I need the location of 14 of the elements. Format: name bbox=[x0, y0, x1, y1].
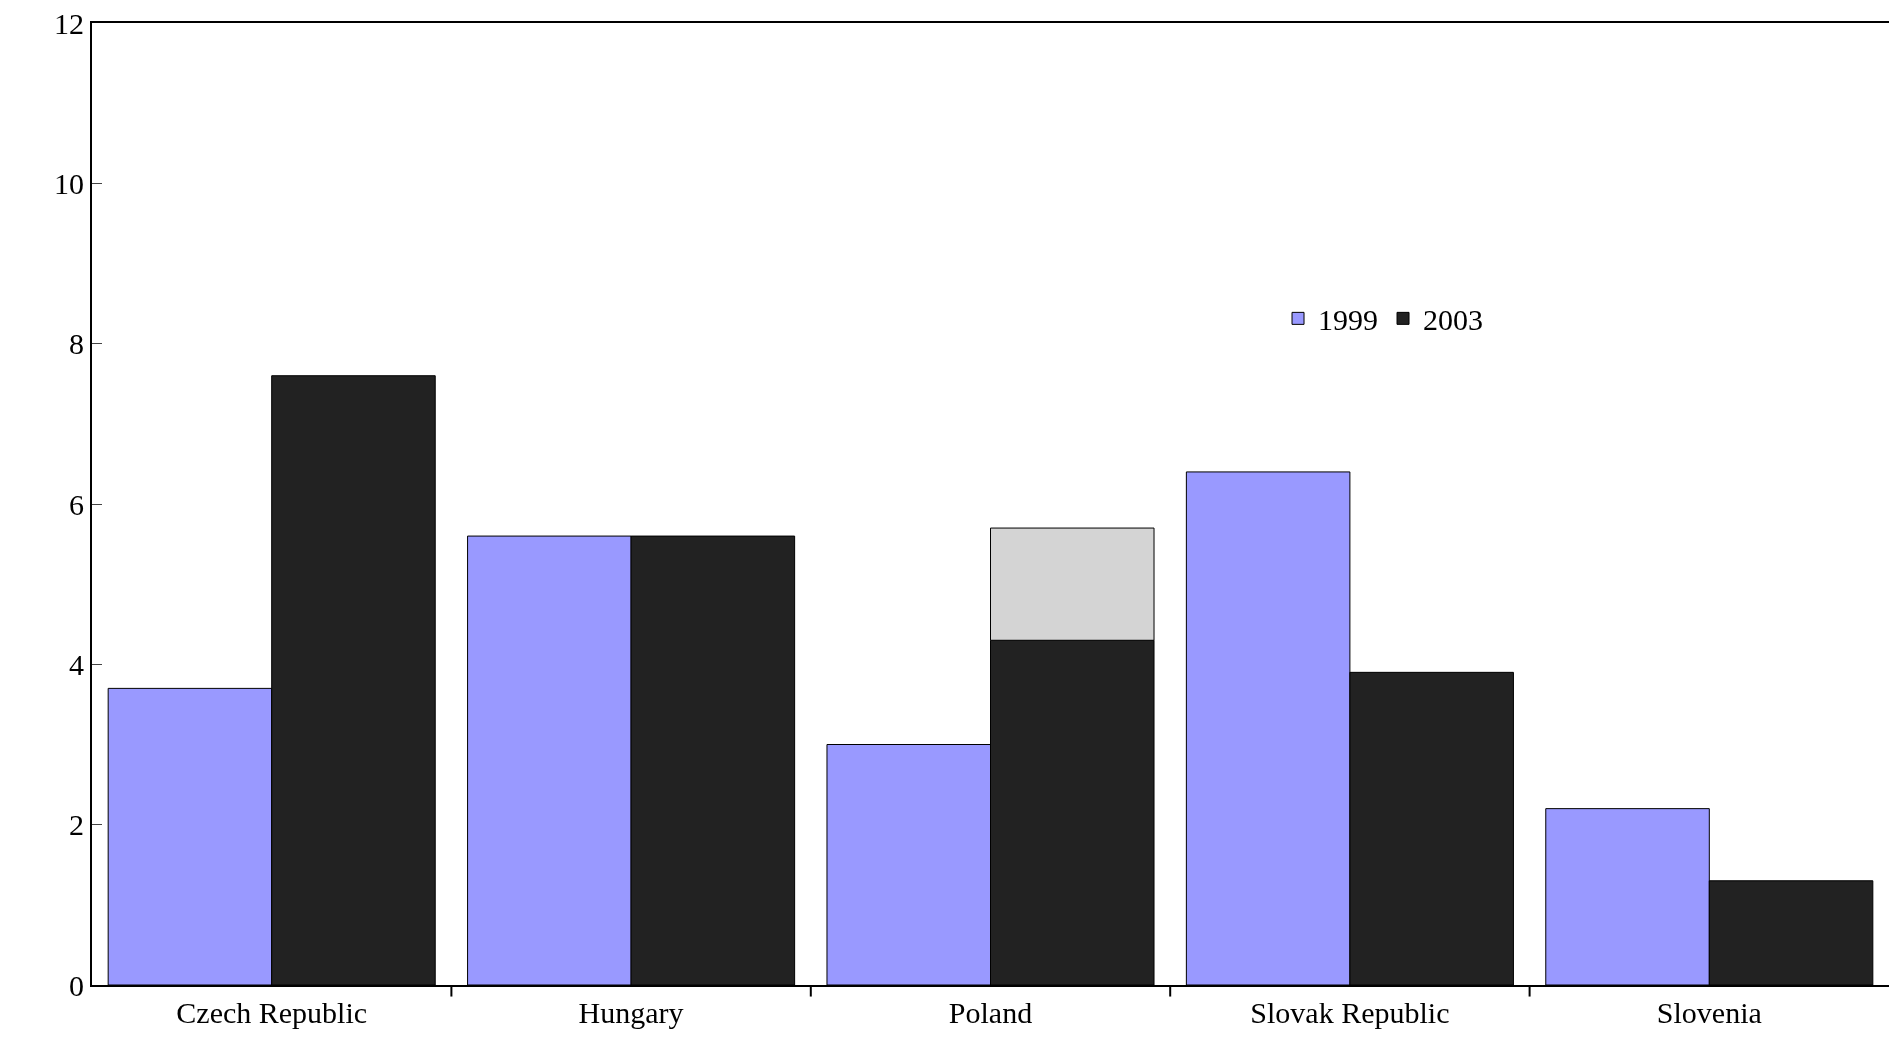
legend-label: 2003 bbox=[1423, 303, 1484, 337]
x-tick-label: Slovak Republic bbox=[1250, 996, 1450, 1029]
y-tick-label: 12 bbox=[54, 6, 84, 40]
legend-label: 1999 bbox=[1318, 303, 1379, 337]
y-tick-label: 10 bbox=[54, 166, 84, 200]
x-tick-label: Slovenia bbox=[1656, 996, 1762, 1029]
y-tick-label: 0 bbox=[69, 968, 84, 1002]
y-tick-label: 4 bbox=[69, 647, 84, 681]
x-tick-label: Hungary bbox=[578, 996, 684, 1029]
y-tick-label: 2 bbox=[69, 808, 84, 842]
x-tick-label: Poland bbox=[948, 996, 1033, 1029]
y-tick-label: 8 bbox=[69, 327, 84, 361]
y-tick-label: 6 bbox=[69, 487, 84, 521]
x-tick-label: Czech Republic bbox=[176, 996, 368, 1029]
